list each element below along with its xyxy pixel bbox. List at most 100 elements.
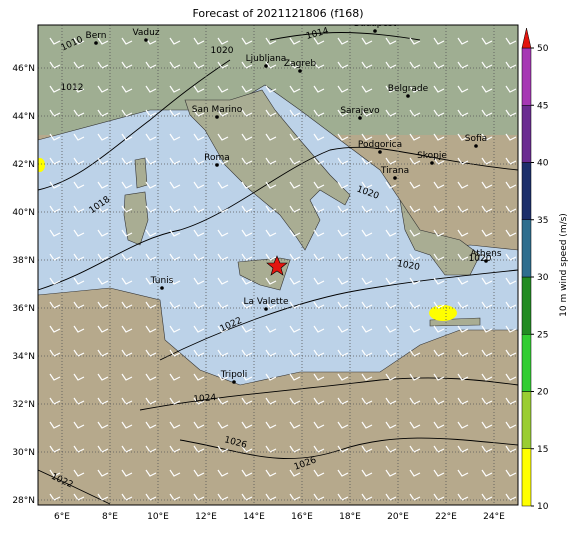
wind-barb: [145, 325, 157, 333]
colorbar-band: [521, 391, 532, 449]
wind-barb: [337, 37, 349, 45]
wind-barb: [409, 373, 421, 381]
wind-barb: [409, 421, 421, 429]
wind-barb: [313, 421, 325, 429]
wind-barb: [409, 133, 421, 141]
wind-barb: [313, 133, 325, 141]
wind-barb: [121, 373, 133, 381]
wind-barb: [265, 37, 277, 45]
wind-barb: [433, 469, 445, 477]
lat-tick-label: 46°N: [12, 64, 35, 74]
corsica: [134, 157, 148, 189]
wind-barb: [433, 325, 445, 333]
colorbar-tick-label: 45: [537, 101, 548, 111]
colorbar-tick-label: 25: [537, 330, 548, 340]
isobar: [159, 269, 518, 361]
city-label: San Marino: [192, 105, 243, 115]
isobar-label: 1020: [396, 259, 421, 273]
wind-barb: [193, 85, 205, 93]
wind-barb: [169, 373, 181, 381]
wind-barb: [145, 181, 157, 189]
city-dot: [373, 29, 377, 33]
colorbar-band: [521, 448, 532, 507]
lon-tick-label: 20°E: [387, 512, 409, 522]
wind-barb: [361, 181, 373, 189]
wind-barb: [97, 133, 109, 141]
wind-barb: [337, 133, 349, 141]
wind-barb: [361, 133, 373, 141]
wind-barb: [433, 37, 445, 45]
wind-barb: [217, 37, 229, 45]
wind-area: [38, 158, 45, 172]
wind-barb: [457, 37, 469, 45]
city-label: Ljubljana: [246, 54, 287, 64]
wind-barb: [97, 37, 109, 45]
city-dot: [215, 163, 219, 167]
wind-barb: [289, 133, 301, 141]
wind-barb: [121, 37, 133, 45]
wind-barb: [169, 85, 181, 93]
wind-barb: [505, 229, 517, 237]
wind-barb: [73, 277, 85, 285]
wind-barb: [385, 229, 397, 237]
city-label: Podgorica: [358, 140, 402, 150]
wind-barb: [313, 37, 325, 45]
wind-barb: [73, 85, 85, 93]
wind-barb: [73, 181, 85, 189]
star-marker: [266, 255, 288, 276]
wind-barb: [289, 277, 301, 285]
isobar-label: 1020: [211, 46, 234, 56]
wind-barb: [265, 133, 277, 141]
isobar-label: 1020: [469, 254, 492, 264]
wind-barb: [241, 277, 253, 285]
wind-barb: [145, 277, 157, 285]
isobar-label: 1012: [61, 83, 84, 93]
wind-area: [429, 305, 457, 321]
city-label: Vaduz: [132, 28, 159, 38]
wind-barb: [289, 325, 301, 333]
wind-barb: [481, 373, 493, 381]
city-label: Budapest: [354, 19, 397, 29]
wind-barb: [49, 325, 61, 333]
colorbar-extend: [521, 27, 532, 49]
wind-barb: [385, 85, 397, 93]
wind-barb: [265, 85, 277, 93]
wind-barb: [313, 469, 325, 477]
colorbar-band: [521, 162, 532, 220]
wind-barb: [217, 421, 229, 429]
wind-barb: [49, 37, 61, 45]
wind-barb: [361, 37, 373, 45]
wind-barb: [241, 133, 253, 141]
lat-tick-label: 32°N: [12, 400, 35, 410]
wind-barb: [169, 325, 181, 333]
wind-barb: [145, 133, 157, 141]
wind-barb: [265, 469, 277, 477]
wind-barb: [121, 133, 133, 141]
wind-barb: [409, 277, 421, 285]
wind-barbs: [49, 37, 517, 501]
lon-tick-label: 8°E: [102, 512, 118, 522]
city-dot: [484, 259, 488, 263]
colorbar-band: [521, 276, 532, 335]
wind-barb: [313, 181, 325, 189]
wind-barb: [481, 469, 493, 477]
wind-barb: [337, 421, 349, 429]
wind-barb: [505, 277, 517, 285]
wind-barb: [457, 421, 469, 429]
wind-barb: [169, 277, 181, 285]
wind-barb: [193, 37, 205, 45]
colorbar-band: [521, 105, 532, 163]
colorbar-tick-label: 10: [537, 502, 549, 512]
city-label: Tripoli: [220, 370, 248, 380]
wind-barb: [481, 37, 493, 45]
wind-barb: [505, 421, 517, 429]
wind-barb: [217, 229, 229, 237]
wind-barb: [97, 421, 109, 429]
wind-barb: [289, 469, 301, 477]
wind-barb: [49, 469, 61, 477]
wind-barb: [505, 325, 517, 333]
wind-barb: [505, 133, 517, 141]
wind-barb: [121, 85, 133, 93]
wind-barb: [217, 181, 229, 189]
